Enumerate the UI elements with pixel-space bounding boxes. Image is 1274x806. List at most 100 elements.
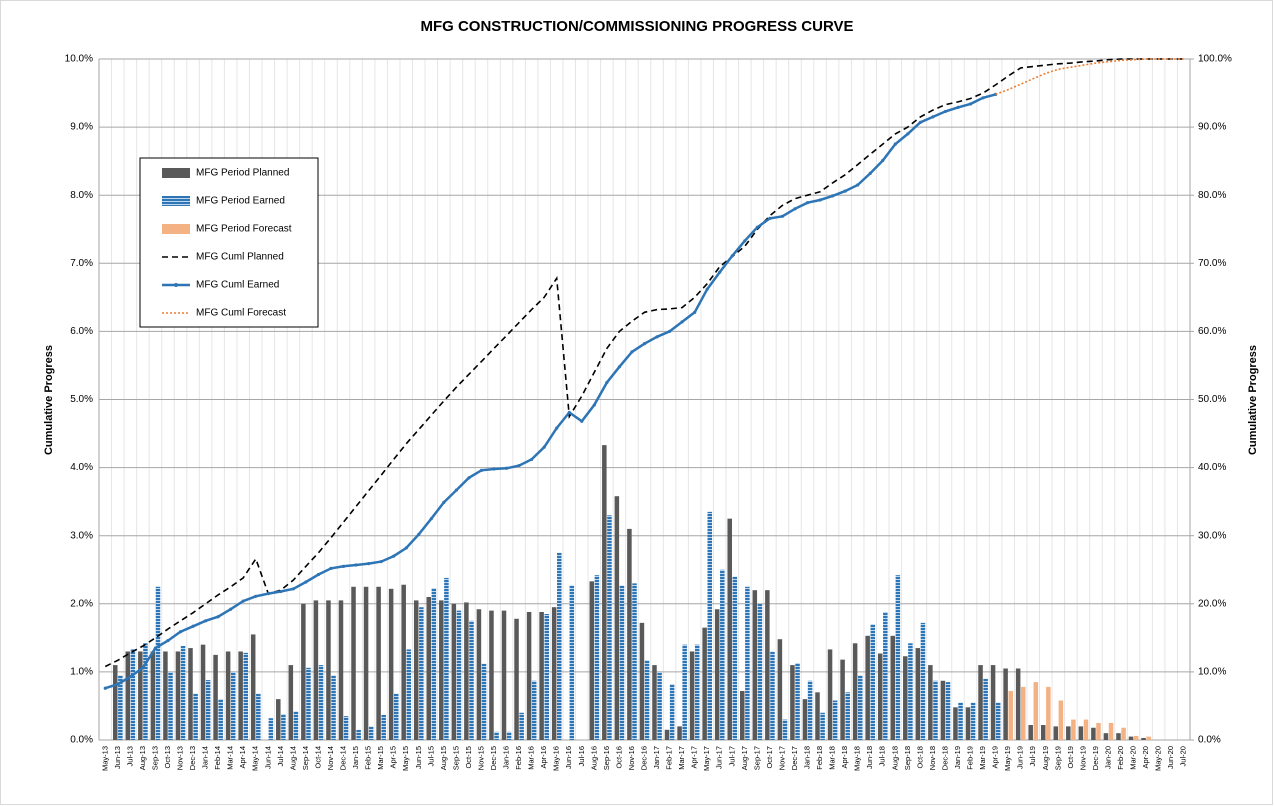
bar	[589, 581, 595, 740]
line	[104, 58, 1184, 668]
x-tick-label: May-20	[1154, 746, 1163, 771]
y2-axis-label: Cumulative Progress	[1247, 345, 1259, 455]
bar	[451, 603, 457, 740]
line-marker	[341, 564, 346, 568]
y-tick-label: 7.0%	[70, 258, 93, 269]
bar	[958, 702, 963, 740]
x-tick-label: Jul-17	[727, 746, 736, 766]
x-tick-label: Apr-19	[991, 746, 1000, 769]
bar	[1108, 722, 1114, 740]
bar	[338, 600, 344, 740]
bar	[431, 588, 437, 740]
line-marker	[103, 686, 107, 690]
bar	[413, 600, 419, 740]
bar	[694, 644, 700, 740]
bar	[1071, 719, 1076, 740]
line-marker	[856, 183, 860, 187]
line-marker	[943, 109, 948, 114]
bar	[1133, 735, 1139, 740]
bar	[118, 675, 123, 740]
bar	[689, 651, 695, 740]
line-marker	[605, 380, 609, 385]
x-tick-label: Oct-15	[464, 746, 473, 769]
bar	[439, 600, 444, 740]
bar	[770, 651, 775, 740]
bar	[745, 586, 750, 740]
y2-tick-label: 0.0%	[1198, 735, 1221, 746]
bar	[213, 654, 218, 740]
x-tick-label: Feb-14	[213, 746, 222, 770]
bar	[519, 712, 524, 740]
x-tick-label: Jun-18	[865, 746, 874, 769]
bar	[218, 699, 223, 740]
bar	[230, 671, 236, 740]
bar	[1128, 736, 1134, 740]
bar	[677, 726, 682, 740]
bar	[326, 600, 331, 740]
bar	[807, 680, 813, 740]
bar	[840, 659, 845, 740]
bar	[752, 590, 758, 740]
x-tick-label: Sep-14	[301, 746, 310, 770]
bar	[138, 651, 143, 740]
y-axis-label: Cumulative Progress	[43, 345, 55, 455]
bar	[356, 729, 361, 740]
legend-swatch	[162, 224, 190, 234]
line-marker	[266, 591, 270, 596]
x-tick-label: Jul-14	[276, 746, 285, 766]
bar	[426, 596, 432, 740]
bar	[883, 611, 888, 740]
y2-tick-label: 20.0%	[1198, 598, 1226, 609]
x-tick-label: May-15	[401, 746, 410, 771]
x-tick-label: Jun-17	[715, 746, 724, 769]
x-tick-label: Feb-17	[665, 746, 674, 770]
bar	[469, 620, 474, 740]
bar	[714, 609, 720, 740]
bar	[740, 690, 745, 740]
x-tick-label: Mar-20	[1129, 746, 1138, 770]
bar	[363, 586, 369, 740]
line-marker	[693, 310, 697, 314]
x-tick-label: Apr-15	[389, 746, 398, 769]
line-marker	[793, 207, 797, 211]
bar	[732, 576, 738, 740]
x-tick-label: Oct-17	[765, 746, 774, 769]
bar	[639, 622, 645, 740]
x-tick-label: May-16	[552, 746, 561, 771]
x-tick-label: Mar-16	[527, 746, 536, 770]
x-tick-label: Mar-14	[226, 746, 235, 770]
x-tick-label: Jan-20	[1103, 746, 1112, 769]
line-marker	[354, 563, 358, 567]
bar	[1033, 682, 1039, 740]
x-tick-label: Nov-19	[1078, 746, 1087, 770]
bar	[506, 731, 512, 740]
x-tick-label: Feb-16	[514, 746, 523, 770]
line-marker	[116, 682, 120, 686]
x-tick-label: Dec-16	[639, 746, 648, 770]
line-marker	[881, 158, 885, 163]
bar	[702, 627, 707, 740]
x-tick-label: Sep-18	[903, 746, 912, 770]
bar	[727, 518, 732, 740]
bar	[539, 611, 544, 740]
bar	[193, 693, 198, 740]
x-tick-label: Aug-13	[138, 746, 147, 770]
x-tick-label: Apr-14	[238, 746, 247, 769]
bar	[614, 496, 620, 740]
line-marker	[304, 580, 308, 584]
y2-tick-label: 70.0%	[1198, 258, 1226, 269]
bar	[827, 649, 833, 740]
bar	[782, 719, 788, 740]
x-tick-label: Jul-13	[125, 746, 134, 766]
line-marker	[705, 287, 709, 291]
bar	[1078, 726, 1084, 740]
x-tick-label: Jul-16	[577, 746, 586, 766]
bar	[895, 575, 901, 740]
bar	[256, 693, 261, 740]
x-tick-label: May-13	[100, 746, 109, 771]
y2-tick-label: 100.0%	[1198, 54, 1232, 65]
bar	[978, 665, 983, 740]
bar	[514, 618, 519, 740]
bar	[933, 680, 938, 740]
bar	[368, 726, 374, 740]
